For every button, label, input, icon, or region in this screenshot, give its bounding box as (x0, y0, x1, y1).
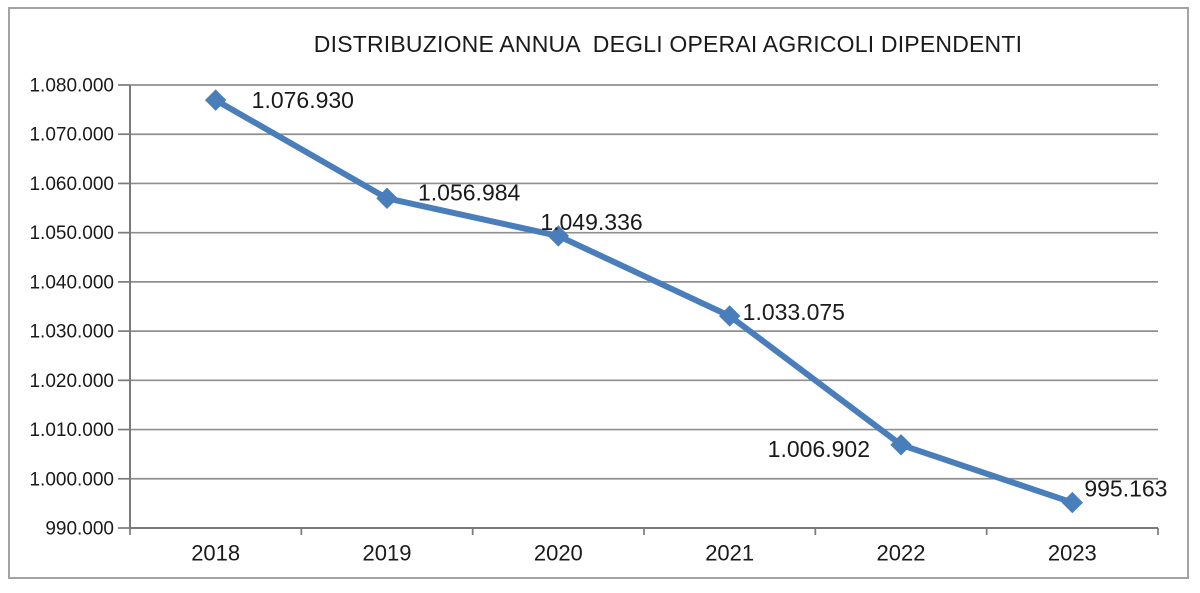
y-axis-label: 1.060.000 (29, 174, 114, 195)
data-point-marker (890, 434, 912, 456)
series-line (212, 97, 1076, 506)
x-axis-label: 2019 (363, 541, 412, 566)
data-point-marker (718, 305, 741, 327)
y-axis-label: 1.040.000 (29, 272, 114, 293)
chart-area-border (8, 7, 1189, 579)
y-axis-label: 1.050.000 (29, 223, 114, 244)
data-point-marker (547, 225, 570, 247)
data-point-marker (376, 187, 398, 209)
chart-title: DISTRIBUZIONE ANNUA DEGLI OPERAI AGRICOL… (313, 31, 1023, 57)
x-axis-label: 2020 (534, 541, 583, 566)
data-point-marker (204, 89, 227, 111)
data-label: 995.163 (1084, 476, 1167, 502)
y-axis-label: 1.070.000 (29, 125, 114, 146)
data-label: 1.033.075 (743, 299, 845, 325)
x-axis-label: 2021 (705, 541, 754, 566)
x-axis-label: 2022 (877, 541, 926, 566)
data-label: 1.006.902 (768, 436, 870, 462)
x-axis-label: 2018 (191, 541, 240, 566)
x-axis-label: 2023 (1048, 541, 1097, 566)
y-axis-label: 1.080.000 (29, 76, 114, 97)
y-axis-label: 1.000.000 (29, 469, 114, 490)
y-axis-label: 1.020.000 (29, 371, 114, 392)
data-label: 1.076.930 (252, 87, 354, 113)
data-label: 1.049.336 (540, 209, 642, 235)
y-axis-label: 1.030.000 (29, 322, 114, 343)
y-axis-label: 1.010.000 (29, 420, 114, 441)
data-point-marker (1061, 491, 1084, 514)
data-label: 1.056.984 (418, 179, 521, 205)
y-axis-label: 990.000 (45, 519, 114, 540)
